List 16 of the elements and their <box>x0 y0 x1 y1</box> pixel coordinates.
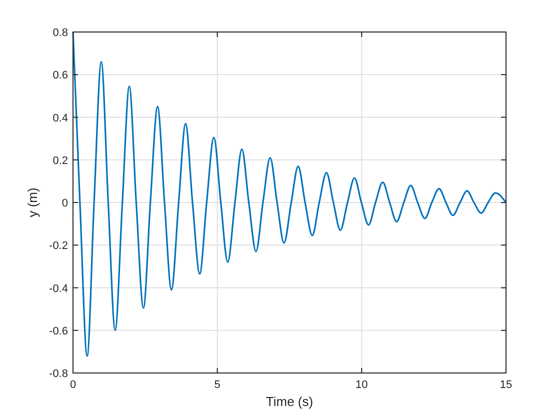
y-tick-label: -0.2 <box>49 240 68 252</box>
x-tick-label: 5 <box>214 379 220 391</box>
line-series <box>72 31 507 357</box>
y-tick-label: -0.8 <box>49 368 68 380</box>
y-tick-label: 0.8 <box>52 27 68 39</box>
y-axis-title: y (m) <box>25 188 40 218</box>
y-tick-label: -0.6 <box>49 325 68 338</box>
y-tick-label: 0 <box>62 198 68 210</box>
x-tick-label: 10 <box>356 379 368 391</box>
x-axis-title: Time (s) <box>266 394 314 409</box>
x-tick-label: 15 <box>500 379 512 391</box>
x-tick-label: 0 <box>70 379 76 391</box>
y-tick-label: 0.4 <box>52 112 68 124</box>
y-tick-label: 0.6 <box>52 70 68 82</box>
y-tick-label: 0.2 <box>52 154 68 167</box>
y-tick-label: -0.4 <box>49 282 68 295</box>
